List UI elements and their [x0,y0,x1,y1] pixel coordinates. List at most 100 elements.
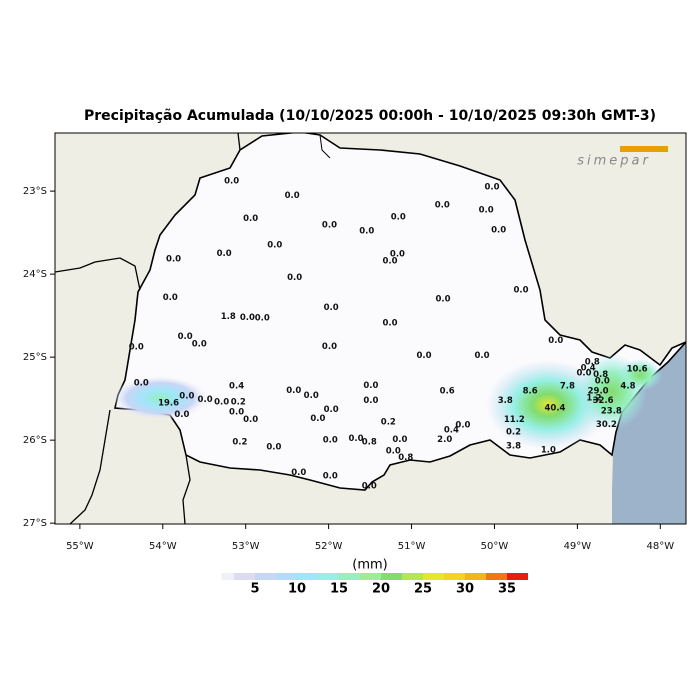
colorbar-segment [297,573,318,580]
colorbar: 5 10 15 20 25 30 35 [213,573,528,597]
y-tick-label: 26°S [23,435,47,446]
station-value: 1.8 [221,312,236,322]
station-value: 0.0 [179,392,194,402]
y-tick-label: 27°S [23,518,47,529]
station-value: 0.0 [285,191,300,201]
station-value: 0.4 [444,426,459,436]
station-value: 2.0 [437,435,452,445]
colorbar-segment [486,573,507,580]
station-value: 0.0 [129,343,144,353]
y-tick-label: 23°S [23,186,47,197]
colorbar-segment [318,573,339,580]
station-value: 0.4 [229,382,244,392]
x-tick-label: 52°W [315,541,343,552]
map-area: 0.00.00.00.00.00.00.0 0.00.00.00.00.00.0 0… [55,133,686,524]
x-tick-label: 53°W [232,541,260,552]
colorbar-segment [381,573,402,580]
colorbar-tick-label: 5 [250,582,259,597]
ocean [612,342,686,524]
colorbar-tick-label: 10 [288,582,306,597]
axes: 55°W 54°W 53°W 52°W 51°W 50°W 49°W 48°W 23°S 24°S… [23,186,674,552]
station-value: 0.0 [348,434,363,444]
border [182,454,191,524]
stations: 0.00.00.00.00.00.00.0 0.00.00.00.00.00.0 0… [129,177,648,492]
colorbar-tick-label: 30 [456,582,474,597]
station-value: 0.0 [391,212,406,222]
colorbar-segment [255,573,276,580]
logo: simepar [577,154,651,169]
rain-area [112,376,208,420]
station-value: 0.0 [382,319,397,329]
colorbar-segment [402,573,423,580]
y-tick-label: 25°S [23,352,47,363]
station-value: 0.0 [474,351,489,361]
y-tick-label: 24°S [23,269,47,280]
station-value: 0.0 [363,396,378,406]
station-value: 0.0 [178,332,193,342]
station-value: 1.2 [586,393,601,403]
station-value: 8.6 [523,387,538,397]
station-value: 0.0 [286,386,301,396]
station-value: 0.0 [323,436,338,446]
station-value: 0.0 [484,182,499,192]
station-value: 0.0 [359,226,374,236]
x-tick-label: 50°W [481,541,509,552]
station-value: 0.0 [174,410,189,420]
station-value: 11.2 [504,415,525,425]
station-value: 0.0 [491,226,506,236]
title: Precipitação Acumulada (10/10/2025 00:00… [84,108,656,124]
station-value: 0.2 [506,427,521,437]
station-value: 0.8 [593,370,608,380]
station-value: 0.0 [304,391,319,401]
station-value: 23.8 [601,407,622,417]
colorbar-segment [234,573,255,580]
station-value: 0.0 [479,206,494,216]
station-value: 0.0 [240,313,255,323]
station-value: 29.0 [588,387,609,397]
station-value: 1.0 [541,446,556,456]
station-value: 0.0 [435,201,450,211]
station-value: 0.0 [382,256,397,266]
border [69,409,111,524]
station-value: 19.6 [158,398,179,408]
x-tick-label: 48°W [646,541,674,552]
station-value: 0.0 [291,468,306,478]
station-value: 0.0 [455,421,470,431]
station-value: 0.0 [134,378,149,388]
station-value: 0.0 [217,249,232,259]
station-value: 0.0 [390,250,405,260]
border [55,257,141,291]
station-value: 0.0 [362,481,377,491]
colorbar-segment [465,573,486,580]
colorbar-segment [339,573,360,580]
station-value: 0.8 [585,358,600,368]
station-value: 4.8 [620,382,635,392]
logo-mark [620,146,668,152]
station-value: 0.0 [322,342,337,352]
station-value: 32.6 [593,396,614,406]
rain-area [618,359,662,391]
station-value: 3.8 [506,441,521,451]
x-tick-label: 55°W [66,541,94,552]
colorbar-tick-label: 25 [414,582,432,597]
colorbar-segment [276,573,297,580]
colorbar-segment [213,573,222,580]
station-value: 10.6 [627,364,648,374]
station-value: 7.8 [560,382,575,392]
station-value: 30.2 [596,420,617,430]
station-value: 0.0 [513,285,528,295]
colorbar-tick-label: 15 [330,582,348,597]
station-value: 0.6 [440,387,455,397]
frame [54,132,687,525]
station-value: 0.0 [392,435,407,445]
station-value: 0.0 [224,177,239,187]
station-value: 0.0 [548,336,563,346]
station-value: 0.0 [166,255,181,265]
station-value: 0.0 [416,351,431,361]
station-value: 0.2 [231,397,246,407]
colorbar-segment [360,573,381,580]
station-value: 0.0 [243,214,258,224]
station-value: 40.4 [544,403,565,413]
x-tick-label: 54°W [149,541,177,552]
